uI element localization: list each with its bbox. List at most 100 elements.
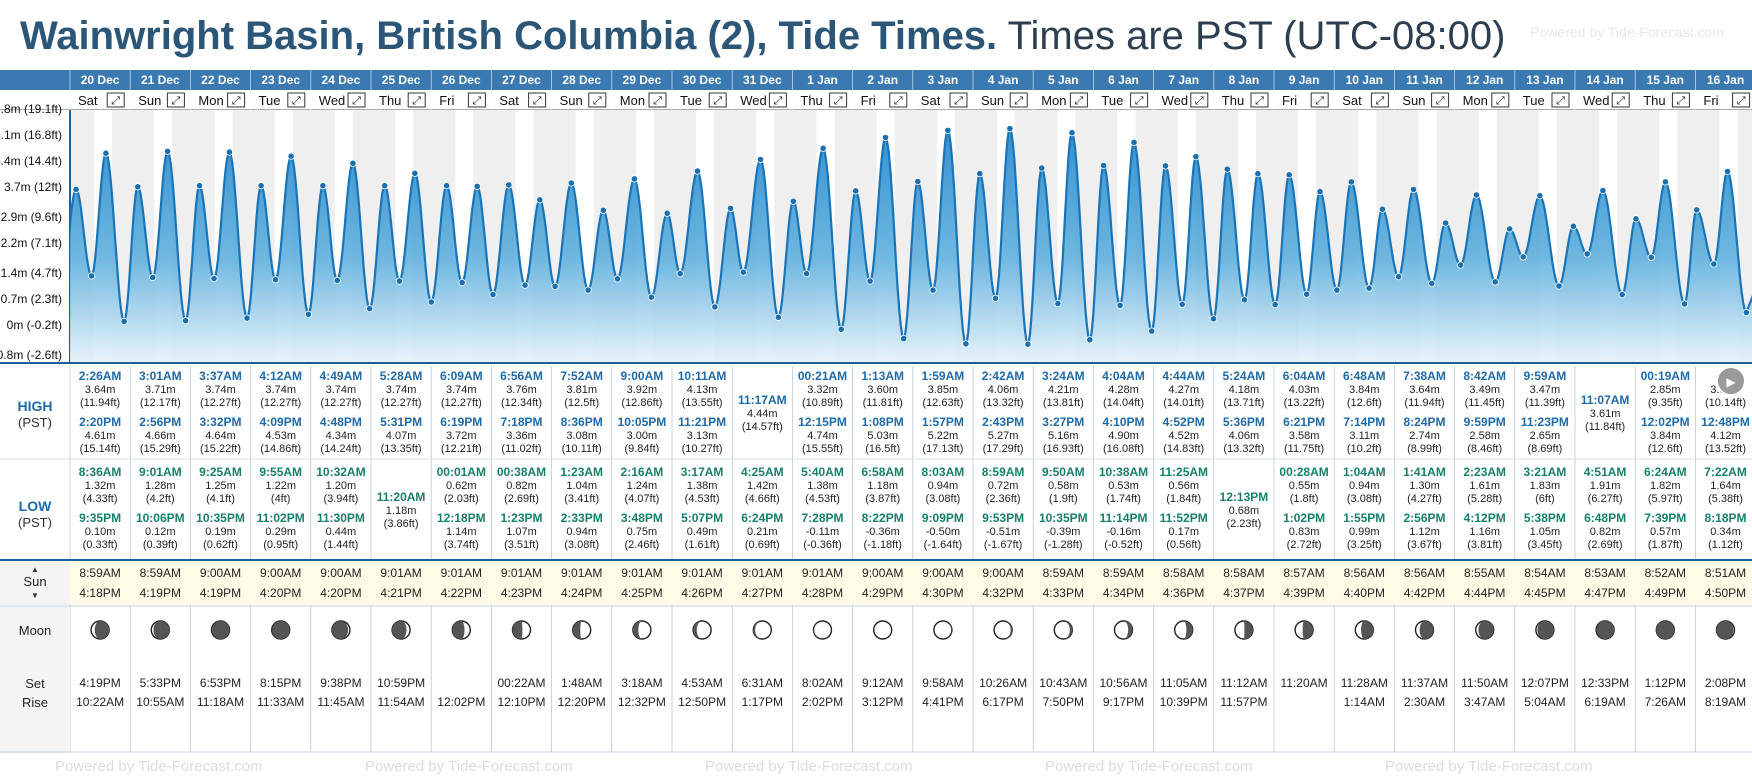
tide-height-m: 1.14m xyxy=(446,526,477,538)
moonrise-time: 12:32PM xyxy=(618,695,666,709)
moonrise-time: 6:19AM xyxy=(1584,695,1625,709)
tide-time: 9:01AM xyxy=(139,465,182,479)
tide-height-m: 1.12m xyxy=(1409,526,1440,538)
expand-day-button[interactable]: ⤢ xyxy=(648,92,667,108)
tide-time: 11:25AM xyxy=(1159,465,1208,479)
tide-extreme-point xyxy=(1395,273,1403,281)
expand-day-button[interactable]: ⤢ xyxy=(1190,92,1209,108)
tide-height-ft: (4.1ft) xyxy=(206,493,235,505)
tide-height-m: 3.61m xyxy=(1590,408,1621,420)
tide-extreme-point xyxy=(1130,138,1138,147)
tide-time: 2:56PM xyxy=(139,415,181,429)
tide-time: 6:04AM xyxy=(1283,369,1326,383)
tide-height-ft: (-1.28ft) xyxy=(1044,539,1083,551)
expand-day-button[interactable]: ⤢ xyxy=(829,92,848,108)
tide-extreme-point xyxy=(837,325,845,333)
tide-height-ft: (12.27ft) xyxy=(441,397,482,409)
tide-height-ft: (1.84ft) xyxy=(1166,493,1201,505)
expand-day-button[interactable]: ⤢ xyxy=(106,92,125,108)
scroll-right-button[interactable]: ▶ xyxy=(1716,366,1746,396)
tide-height-ft: (4.53ft) xyxy=(685,493,720,505)
tide-extreme-point xyxy=(929,286,937,294)
tide-height-m: 5.22m xyxy=(928,430,959,442)
tide-time: 8:36PM xyxy=(561,415,603,429)
expand-day-button[interactable]: ⤢ xyxy=(1431,92,1450,108)
tide-height-ft: (13.55ft) xyxy=(682,397,723,409)
sunset-time: 4:19PM xyxy=(200,586,241,600)
moonrise-time: 11:18AM xyxy=(197,695,244,709)
moonset-time: 11:28AM xyxy=(1341,676,1388,690)
moonset-time: 9:38PM xyxy=(320,676,361,690)
moonrise-time: 11:33AM xyxy=(257,695,304,709)
expand-button-box xyxy=(1551,92,1570,108)
expand-button-box xyxy=(1009,92,1028,108)
expand-day-button[interactable]: ⤢ xyxy=(1069,92,1088,108)
tide-height-ft: (9.84ft) xyxy=(624,443,659,455)
expand-button-box xyxy=(1732,92,1751,108)
expand-day-button[interactable]: ⤢ xyxy=(166,92,185,108)
moon-phase-icon xyxy=(1234,620,1254,640)
tide-height-m: 4.52m xyxy=(1168,430,1199,442)
tide-height-m: 1.24m xyxy=(627,480,658,492)
tide-time: 9:53PM xyxy=(982,511,1024,525)
sunset-time: 4:25PM xyxy=(621,586,662,600)
expand-day-button[interactable]: ⤢ xyxy=(1130,92,1149,108)
expand-day-button[interactable]: ⤢ xyxy=(588,92,607,108)
tide-height-m: 0.10m xyxy=(85,526,116,538)
expand-day-button[interactable]: ⤢ xyxy=(768,92,787,108)
tide-time: 00:28AM xyxy=(1279,465,1328,479)
moonset-time: 11:50AM xyxy=(1461,676,1508,690)
expand-day-button[interactable]: ⤢ xyxy=(467,92,486,108)
tide-extreme-point xyxy=(1647,253,1655,261)
tide-height-m: 1.18m xyxy=(867,480,898,492)
tide-height-ft: (0.62ft) xyxy=(203,539,238,551)
tide-time: 2:33PM xyxy=(561,511,603,525)
expand-day-button[interactable]: ⤢ xyxy=(1491,92,1510,108)
expand-day-button[interactable]: ⤢ xyxy=(1551,92,1570,108)
expand-day-button[interactable]: ⤢ xyxy=(227,92,246,108)
expand-day-button[interactable]: ⤢ xyxy=(1310,92,1329,108)
tide-height-ft: (13.32ft) xyxy=(983,397,1024,409)
moon-phase-icon xyxy=(331,620,351,640)
date-label: 20 Dec xyxy=(81,73,120,87)
expand-day-button[interactable]: ⤢ xyxy=(1250,92,1269,108)
moon-shadow xyxy=(1243,621,1253,639)
tide-height-ft: (13.52ft) xyxy=(1705,443,1746,455)
tide-time: 4:52PM xyxy=(1163,415,1205,429)
moon-label-bg xyxy=(0,607,70,753)
sunset-time: 4:29PM xyxy=(862,586,903,600)
expand-icon: ⤢ xyxy=(593,95,602,107)
expand-icon: ⤢ xyxy=(713,95,722,107)
expand-day-button[interactable]: ⤢ xyxy=(889,92,908,108)
expand-day-button[interactable]: ⤢ xyxy=(528,92,547,108)
date-label: 12 Jan xyxy=(1466,73,1503,87)
tide-height-ft: (1.8ft) xyxy=(1290,493,1319,505)
tide-extreme-point xyxy=(1583,250,1591,258)
tide-height-ft: (1.61ft) xyxy=(685,539,720,551)
expand-day-button[interactable]: ⤢ xyxy=(407,92,426,108)
sunset-time: 4:37PM xyxy=(1223,586,1264,600)
expand-day-button[interactable]: ⤢ xyxy=(1671,92,1690,108)
tide-height-ft: (8.69ft) xyxy=(1527,443,1562,455)
tide-height-m: 4.34m xyxy=(326,430,357,442)
expand-day-button[interactable]: ⤢ xyxy=(1370,92,1389,108)
expand-day-button[interactable]: ⤢ xyxy=(949,92,968,108)
tide-height-ft: (13.71ft) xyxy=(1223,397,1264,409)
expand-day-button[interactable]: ⤢ xyxy=(708,92,727,108)
tide-time: 6:48PM xyxy=(1584,511,1626,525)
expand-icon: ⤢ xyxy=(1676,95,1685,107)
expand-day-button[interactable]: ⤢ xyxy=(1009,92,1028,108)
tide-height-ft: (12.27ft) xyxy=(381,397,422,409)
tide-height-ft: (14.01ft) xyxy=(1163,397,1204,409)
tide-extreme-point xyxy=(195,182,204,190)
tide-extreme-point xyxy=(287,152,295,160)
expand-day-button[interactable]: ⤢ xyxy=(347,92,366,108)
tide-extreme-point xyxy=(789,197,797,205)
expand-day-button[interactable]: ⤢ xyxy=(1611,92,1630,108)
tide-area xyxy=(70,128,1752,363)
expand-day-button[interactable]: ⤢ xyxy=(287,92,306,108)
tide-extreme-point xyxy=(584,286,592,294)
tide-extreme-point xyxy=(1223,165,1231,173)
tide-time: 12:13PM xyxy=(1220,490,1269,504)
expand-day-button[interactable]: ⤢ xyxy=(1732,92,1751,108)
